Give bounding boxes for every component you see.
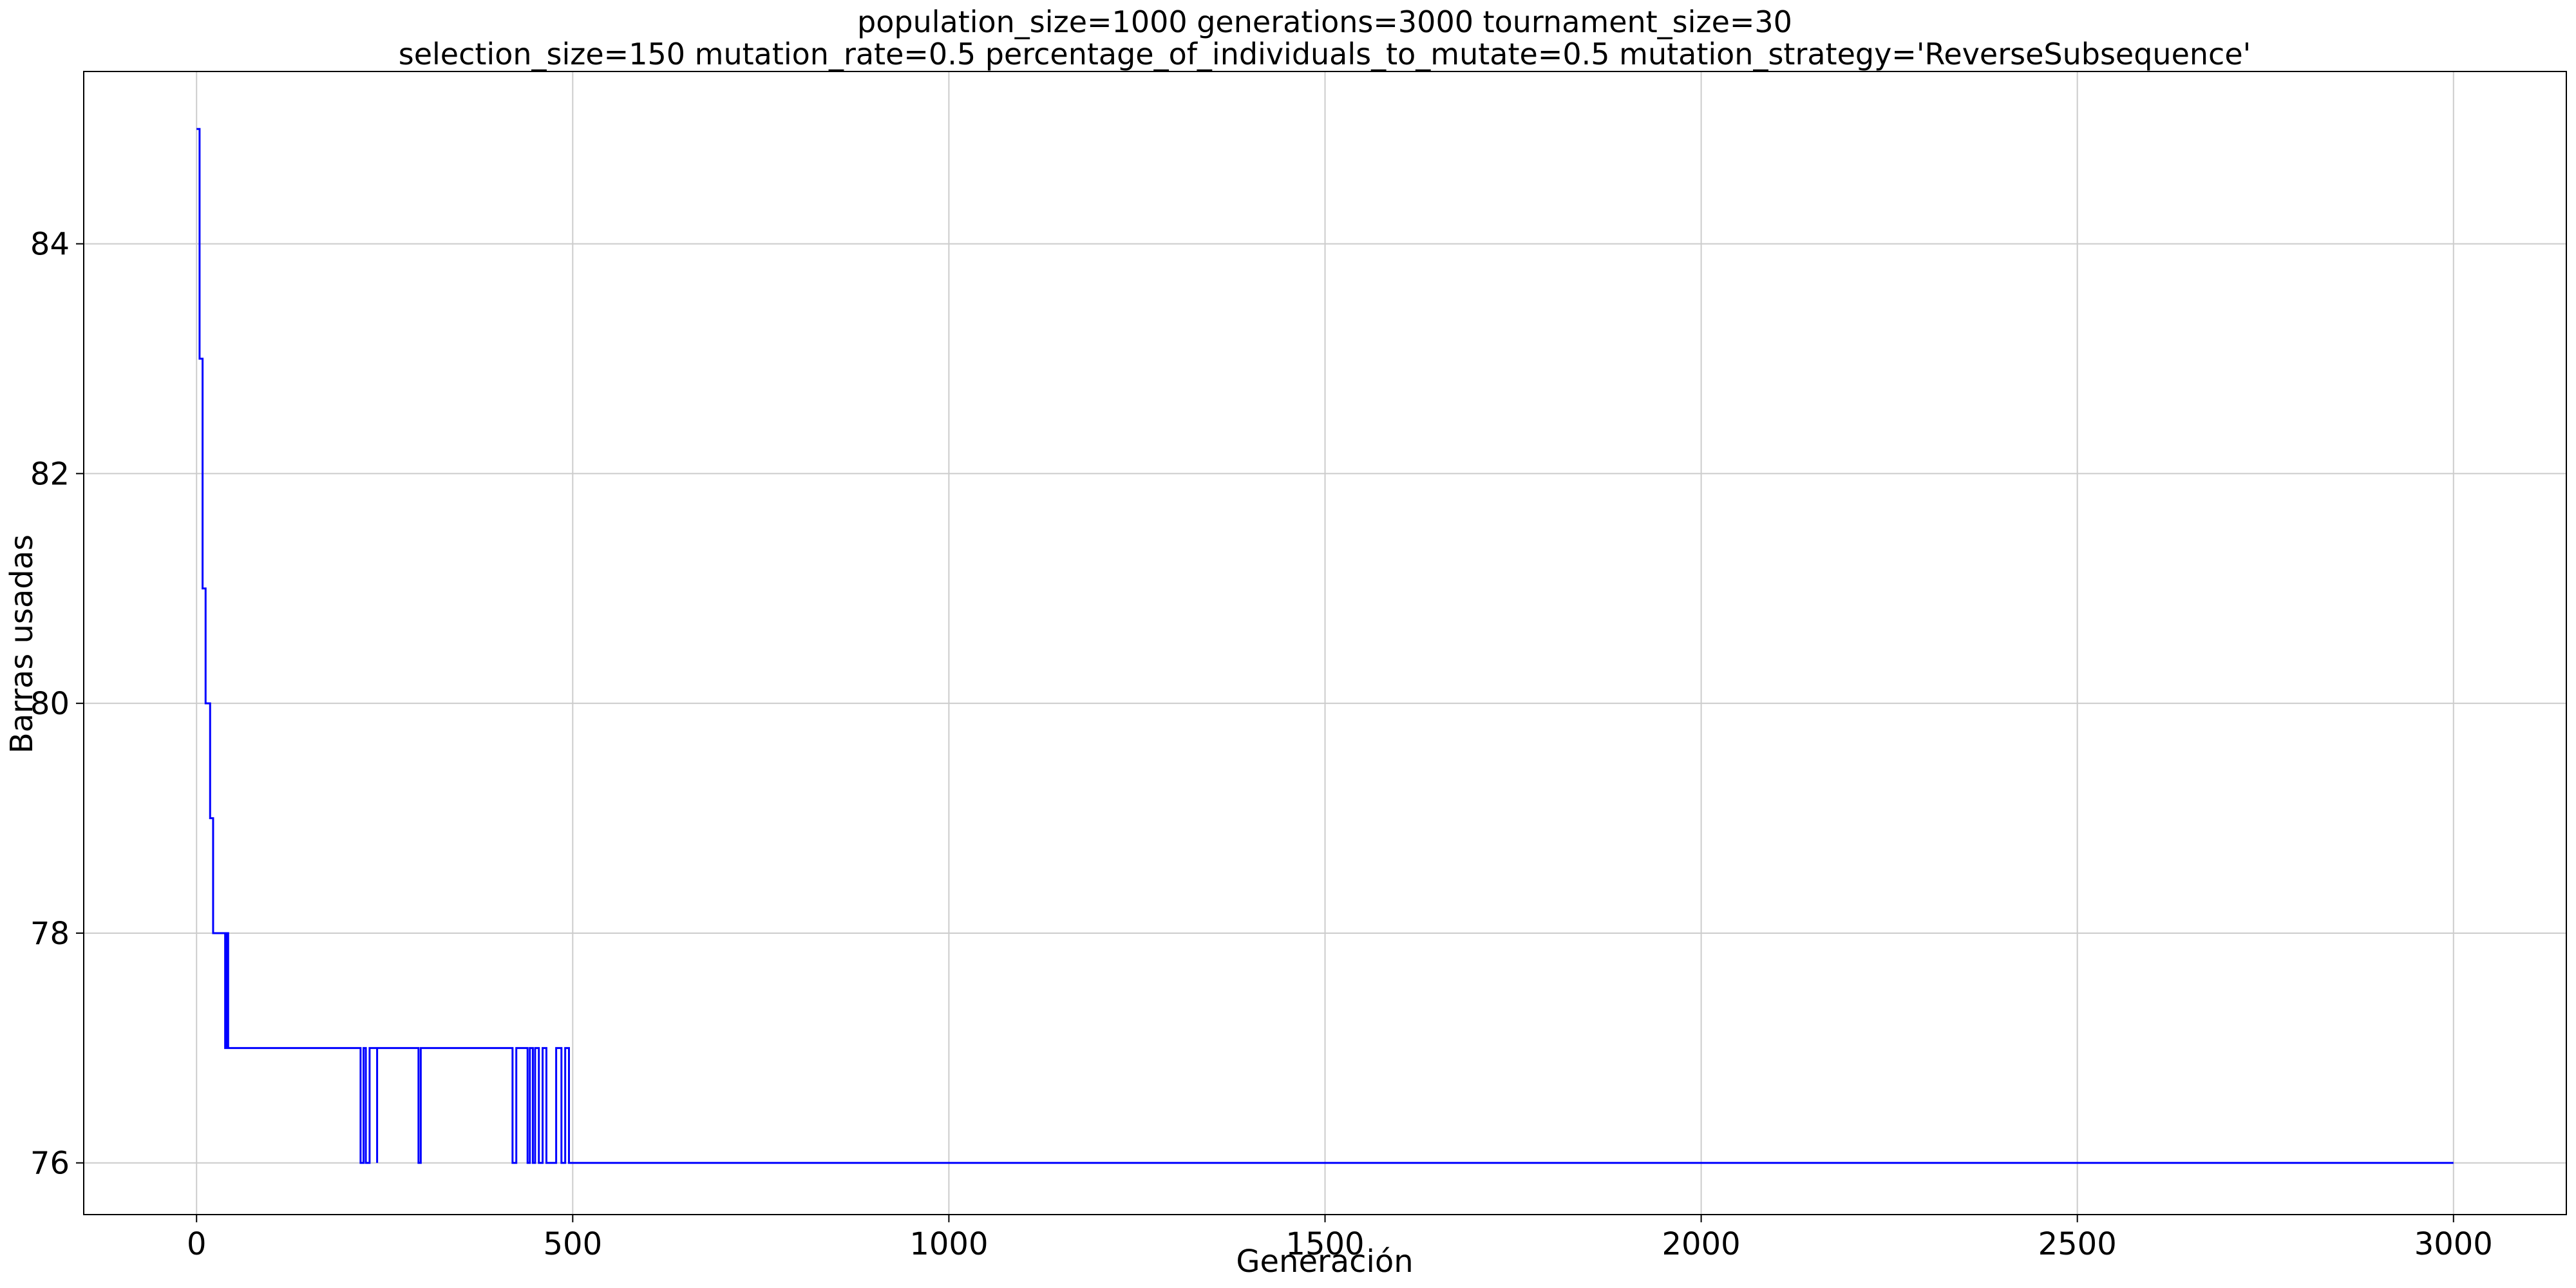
x-tick-label: 2000 — [1662, 1226, 1741, 1262]
x-tick-label: 0 — [187, 1226, 207, 1262]
y-tick-label: 76 — [30, 1146, 70, 1182]
y-tick-label: 78 — [30, 916, 70, 952]
y-tick-label: 84 — [30, 227, 70, 263]
y-tick-label: 80 — [30, 686, 70, 722]
series-line-best — [196, 128, 2454, 1164]
grid-layer — [84, 71, 2566, 1215]
x-tick-label: 500 — [544, 1226, 603, 1262]
chart-title-line-1: population_size=1000 generations=3000 to… — [857, 5, 1792, 39]
x-tick-label: 3000 — [2414, 1226, 2493, 1262]
x-axis-label: Generación — [1236, 1244, 1413, 1280]
y-tick-label: 82 — [30, 456, 70, 492]
tick-layer: 0 500 1000 1500 2000 2500 3000 76 78 80 82 84 — [30, 227, 2493, 1262]
series-layer — [196, 128, 2454, 1164]
x-tick-label: 2500 — [2038, 1226, 2117, 1262]
x-tick-label: 1500 — [1285, 1226, 1364, 1262]
y-axis-label: Barras usadas — [4, 535, 40, 753]
chart-title-line-2: selection_size=150 mutation_rate=0.5 per… — [399, 37, 2251, 71]
x-tick-label: 1000 — [909, 1226, 988, 1262]
